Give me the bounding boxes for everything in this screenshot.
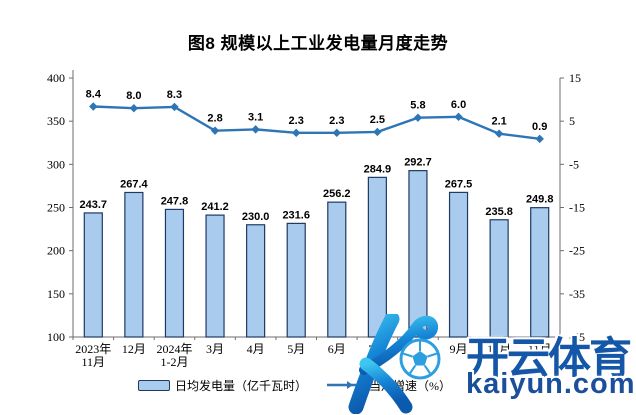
legend-line-label: 当月增速（%） <box>369 378 451 393</box>
line-value-label: 8.4 <box>86 88 102 100</box>
bar <box>205 214 225 338</box>
bar-value-label: 256.2 <box>323 188 351 200</box>
bar-value-label: 243.7 <box>80 199 108 211</box>
line-value-label: 5.8 <box>410 100 425 112</box>
x-axis-labels: 2023年 11月 12月 2024年 1-2月 3月 4月 5月 6月 7月 8月 9月 10月 11月 <box>75 342 551 369</box>
bar <box>408 170 428 338</box>
line-marker <box>292 128 301 138</box>
right-axis-labels: 15 5 -5 -15 -25 -35 -45 <box>569 71 585 344</box>
line-value-label: 2.3 <box>329 115 344 127</box>
chart-title: 图8 规模以上工业发电量月度走势 <box>187 34 449 53</box>
bar-value-label: 284.9 <box>364 163 392 175</box>
bar-value-label: 247.8 <box>161 195 189 207</box>
right-tick-label: -25 <box>569 244 585 258</box>
right-tick-label: -15 <box>569 201 585 215</box>
left-tick-label: 300 <box>47 157 65 171</box>
left-tick-label: 400 <box>47 71 65 85</box>
bar-value-label: 267.4 <box>120 178 148 190</box>
bar <box>367 176 387 338</box>
left-tick-label: 350 <box>47 114 65 128</box>
x-tick-label: 4月 <box>247 342 265 356</box>
line-value-label: 0.9 <box>532 121 547 133</box>
line-marker <box>413 113 423 122</box>
left-axis-labels: 400 350 300 250 200 150 100 <box>47 71 65 344</box>
bar-value-label: 241.2 <box>201 201 229 213</box>
legend-bar-label: 日均发电量（亿千瓦时） <box>175 378 308 393</box>
x-tick-label: 3月 <box>206 342 224 356</box>
left-tick-label: 200 <box>47 244 65 258</box>
line-marker <box>332 128 341 138</box>
x-tick-label: 6月 <box>328 342 346 356</box>
line-value-label: 2.5 <box>370 114 385 126</box>
right-tick-label: -35 <box>569 287 585 301</box>
bar <box>530 207 550 338</box>
x-tick-label: 10月 <box>487 342 511 356</box>
bar <box>124 191 144 338</box>
x-tick-label: 7月 <box>368 342 386 356</box>
bar-value-label: 292.7 <box>404 157 432 169</box>
x-tick-label: 9月 <box>450 342 468 356</box>
bar <box>83 212 103 338</box>
left-tick-label: 100 <box>47 330 65 344</box>
line-marker <box>373 127 382 137</box>
x-tick-label: 12月 <box>122 342 146 356</box>
left-tick-label: 250 <box>47 201 65 215</box>
line-marker <box>129 104 139 113</box>
growth-line <box>93 105 540 141</box>
x-tick-label: 2023年 11月 <box>75 342 111 369</box>
left-tick-label: 150 <box>47 287 65 301</box>
line-value-label: 2.8 <box>207 113 222 125</box>
right-tick-label: -5 <box>569 157 579 171</box>
line-value-label: 6.0 <box>451 99 466 111</box>
bar <box>448 191 469 338</box>
bar-series-swatch <box>138 379 170 391</box>
line-marker <box>210 126 220 135</box>
line-marker <box>535 134 544 144</box>
legend-item-bar: 日均发电量（亿千瓦时） <box>138 378 308 393</box>
line-series-swatch <box>327 381 363 389</box>
bar-value-label: 231.6 <box>282 209 310 221</box>
x-tick-label: 2024年 1-2月 <box>156 342 192 369</box>
bar-value-label: 267.5 <box>445 178 473 190</box>
right-tick-label: 5 <box>569 114 575 128</box>
bar <box>327 201 347 338</box>
line-value-label: 8.3 <box>167 89 182 101</box>
line-marker <box>454 112 463 122</box>
bar-value-label: 249.8 <box>526 194 554 206</box>
bar <box>489 219 509 338</box>
line-marker <box>89 102 98 111</box>
bar <box>164 208 185 338</box>
x-tick-label: 11月 <box>528 342 552 356</box>
bar <box>246 224 266 338</box>
line-value-label: 8.0 <box>126 90 141 102</box>
line-markers: 8.4 8.0 8.3 2.8 3.1 2.3 2.3 2.5 5.8 6.0 2.1 0.9 <box>86 88 547 144</box>
bar <box>286 222 306 338</box>
right-tick-label: -45 <box>569 330 585 344</box>
legend-item-line: 当月增速（%） <box>326 378 451 393</box>
bar-value-label: 230.0 <box>242 211 270 223</box>
bars-series: 243.7 267.4 247.8 241.2 230.0 231.6 256.2 284.9… <box>80 157 554 338</box>
line-value-label: 2.1 <box>491 116 506 128</box>
right-tick-label: 15 <box>569 71 581 85</box>
line-marker <box>170 102 179 112</box>
bar-value-label: 235.8 <box>485 206 513 218</box>
axes <box>69 70 564 340</box>
line-marker <box>251 125 260 134</box>
line-value-label: 3.1 <box>248 111 263 123</box>
line-marker <box>494 129 504 138</box>
x-tick-label: 5月 <box>287 342 305 356</box>
x-tick-label: 8月 <box>409 342 427 356</box>
line-value-label: 2.3 <box>289 115 304 127</box>
